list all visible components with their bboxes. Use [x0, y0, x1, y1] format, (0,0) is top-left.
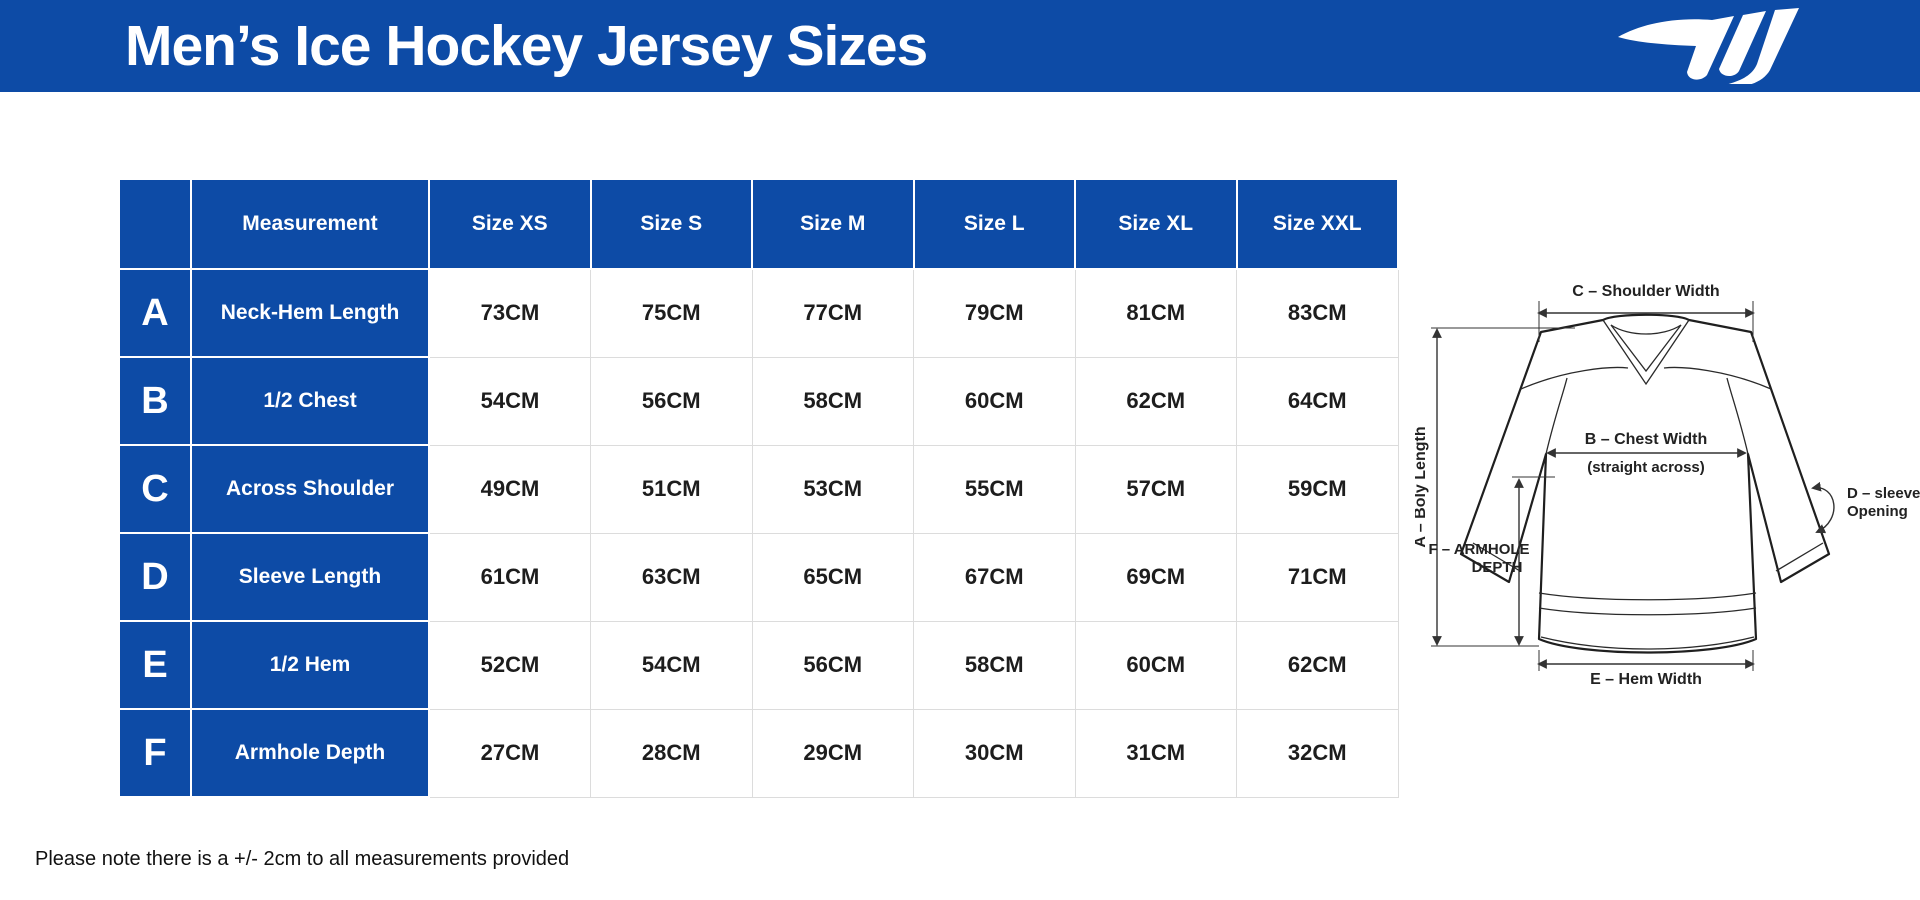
- table-header-row: Measurement Size XS Size S Size M Size L…: [118, 178, 1399, 270]
- row-label: Sleeve Length: [190, 532, 430, 622]
- brand-logo: [1615, 8, 1800, 84]
- cell-value: 65CM: [751, 532, 914, 622]
- row-label: Across Shoulder: [190, 444, 430, 534]
- dim-sleeve-opening: D – sleeve Opening: [1811, 481, 1920, 534]
- table-row: B 1/2 Chest 54CM 56CM 58CM 60CM 62CM 64C…: [118, 356, 1399, 446]
- cell-value: 28CM: [590, 708, 753, 798]
- cell-value: 32CM: [1236, 708, 1399, 798]
- cell-value: 60CM: [913, 356, 1076, 446]
- cell-value: 55CM: [913, 444, 1076, 534]
- cell-value: 57CM: [1074, 444, 1237, 534]
- label-chest-width-sub: (straight across): [1587, 459, 1705, 476]
- tolerance-note: Please note there is a +/- 2cm to all me…: [35, 848, 570, 870]
- cell-value: 31CM: [1074, 708, 1237, 798]
- dim-shoulder-width: C – Shoulder Width: [1537, 283, 1755, 342]
- cell-value: 59CM: [1236, 444, 1399, 534]
- label-body-length: A – Boly Length: [1415, 426, 1429, 547]
- column-header-size-l: Size L: [912, 178, 1076, 270]
- table-row: D Sleeve Length 61CM 63CM 65CM 67CM 69CM…: [118, 532, 1399, 622]
- cell-value: 52CM: [428, 620, 591, 710]
- dim-body-length: A – Boly Length: [1415, 327, 1575, 647]
- cell-value: 53CM: [751, 444, 914, 534]
- column-header-size-xxl: Size XXL: [1235, 178, 1399, 270]
- dim-chest-width: B – Chest Width (straight across): [1546, 431, 1747, 476]
- cell-value: 56CM: [751, 620, 914, 710]
- column-header-size-m: Size M: [751, 178, 915, 270]
- jersey-seam-lines: [1472, 319, 1824, 650]
- cell-value: 58CM: [913, 620, 1076, 710]
- table-row: F Armhole Depth 27CM 28CM 29CM 30CM 31CM…: [118, 708, 1399, 798]
- row-label: Neck-Hem Length: [190, 268, 430, 358]
- row-letter: A: [118, 268, 192, 358]
- cell-value: 49CM: [428, 444, 591, 534]
- column-header-size-s: Size S: [589, 178, 753, 270]
- row-letter: F: [118, 708, 192, 798]
- dim-armhole-depth: F – ARMHOLE DEPTH: [1428, 476, 1555, 646]
- cell-value: 56CM: [590, 356, 753, 446]
- label-sleeve-opening-1: D – sleeve: [1847, 485, 1920, 502]
- cell-value: 58CM: [751, 356, 914, 446]
- cell-value: 69CM: [1074, 532, 1237, 622]
- header-band: Men’s Ice Hockey Jersey Sizes: [0, 0, 1920, 92]
- label-chest-width: B – Chest Width: [1585, 431, 1708, 448]
- cell-value: 67CM: [913, 532, 1076, 622]
- cell-value: 83CM: [1236, 268, 1399, 358]
- cell-value: 54CM: [590, 620, 753, 710]
- cell-value: 27CM: [428, 708, 591, 798]
- column-header-size-xl: Size XL: [1074, 178, 1238, 270]
- cell-value: 54CM: [428, 356, 591, 446]
- label-shoulder-width: C – Shoulder Width: [1572, 283, 1719, 300]
- cell-value: 63CM: [590, 532, 753, 622]
- column-header-size-xs: Size XS: [428, 178, 592, 270]
- size-chart: Measurement Size XS Size S Size M Size L…: [118, 178, 1399, 798]
- cell-value: 71CM: [1236, 532, 1399, 622]
- cell-value: 62CM: [1074, 356, 1237, 446]
- jersey-measurement-diagram: A – Boly Length C – Shoulder Width B – C…: [1415, 256, 1920, 696]
- row-letter: C: [118, 444, 192, 534]
- swoosh-m-icon: [1618, 8, 1799, 84]
- size-table: Measurement Size XS Size S Size M Size L…: [118, 178, 1399, 798]
- cell-value: 61CM: [428, 532, 591, 622]
- label-armhole-1: F – ARMHOLE: [1428, 541, 1529, 558]
- row-letter: D: [118, 532, 192, 622]
- cell-value: 73CM: [428, 268, 591, 358]
- cell-value: 51CM: [590, 444, 753, 534]
- label-armhole-2: DEPTH: [1472, 559, 1523, 576]
- cell-value: 75CM: [590, 268, 753, 358]
- table-row: A Neck-Hem Length 73CM 75CM 77CM 79CM 81…: [118, 268, 1399, 358]
- cell-value: 29CM: [751, 708, 914, 798]
- label-sleeve-opening-2: Opening: [1847, 503, 1908, 520]
- column-header-blank: [118, 178, 192, 270]
- cell-value: 62CM: [1236, 620, 1399, 710]
- column-header-measurement: Measurement: [190, 178, 430, 270]
- cell-value: 77CM: [751, 268, 914, 358]
- row-label: 1/2 Chest: [190, 356, 430, 446]
- cell-value: 64CM: [1236, 356, 1399, 446]
- cell-value: 79CM: [913, 268, 1076, 358]
- row-label: Armhole Depth: [190, 708, 430, 798]
- table-row: C Across Shoulder 49CM 51CM 53CM 55CM 57…: [118, 444, 1399, 534]
- cell-value: 30CM: [913, 708, 1076, 798]
- jersey-outline-drawing: [1459, 313, 1831, 654]
- table-row: E 1/2 Hem 52CM 54CM 56CM 58CM 60CM 62CM: [118, 620, 1399, 710]
- cell-value: 81CM: [1074, 268, 1237, 358]
- row-letter: B: [118, 356, 192, 446]
- label-hem-width: E – Hem Width: [1590, 671, 1702, 688]
- dim-hem-width: E – Hem Width: [1537, 650, 1755, 688]
- cell-value: 60CM: [1074, 620, 1237, 710]
- row-label: 1/2 Hem: [190, 620, 430, 710]
- page-title: Men’s Ice Hockey Jersey Sizes: [125, 14, 928, 78]
- row-letter: E: [118, 620, 192, 710]
